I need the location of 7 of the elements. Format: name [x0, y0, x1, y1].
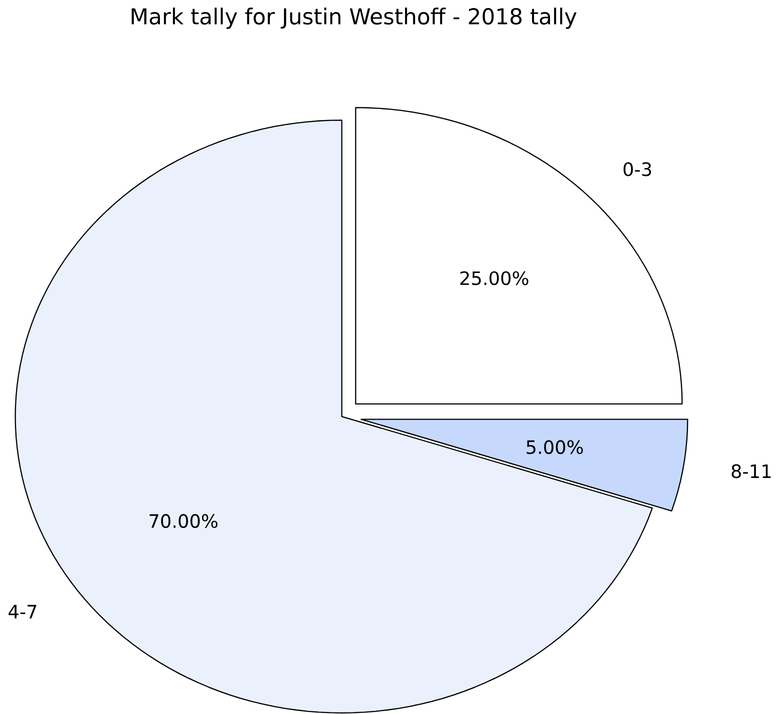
- slice-label: 0-3: [624, 162, 652, 176]
- chart-title: Mark tally for Justin Westhoff - 2018 tally: [132, 8, 577, 30]
- data-label: 5.00%: [526, 440, 583, 454]
- data-label: 70.00%: [150, 514, 218, 528]
- slice-label: 8-11: [732, 464, 771, 478]
- data-label: 25.00%: [460, 271, 528, 286]
- slice-label: 4-7: [8, 605, 36, 619]
